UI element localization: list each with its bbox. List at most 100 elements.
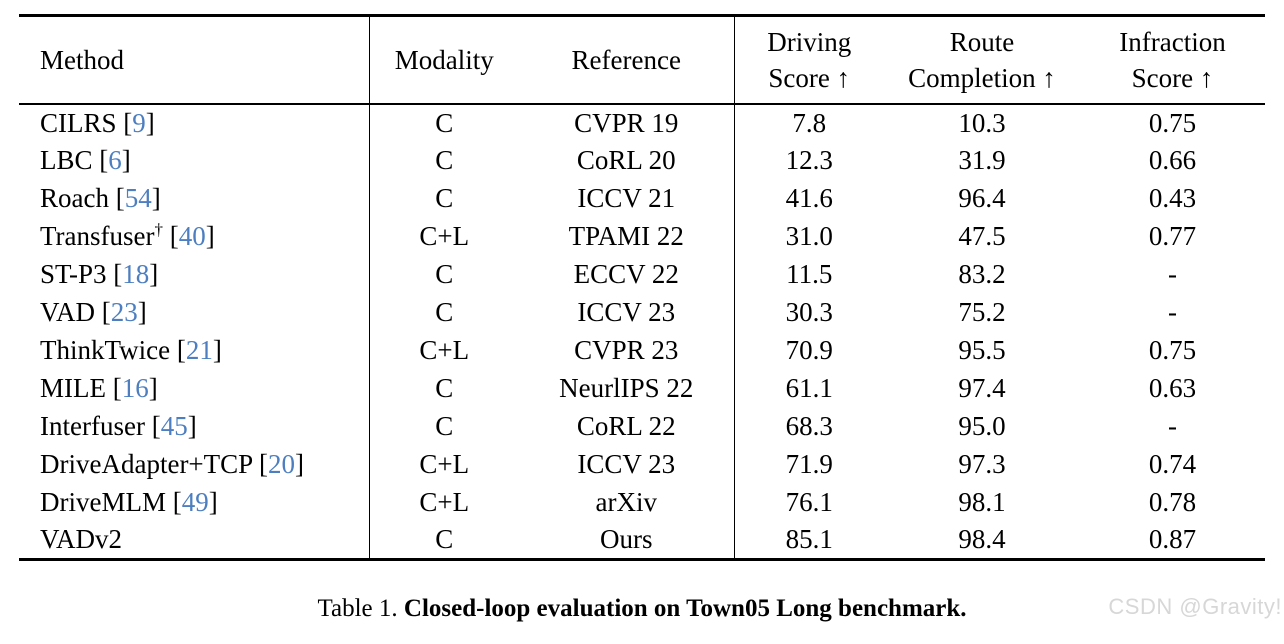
- col-header-reference: Reference: [519, 15, 734, 105]
- table-row: Roach [54] C ICCV 21 41.6 96.4 0.43: [19, 179, 1265, 218]
- citation-bracket-open: [: [170, 335, 186, 365]
- method-cell: DriveAdapter+TCP [20]: [19, 446, 369, 484]
- method-cell: ST-P3 [18]: [19, 256, 369, 294]
- method-name: Interfuser: [40, 411, 145, 441]
- route-completion-cell: 97.3: [958, 449, 1006, 479]
- citation-link[interactable]: 16: [121, 373, 149, 403]
- table-row: ST-P3 [18] C ECCV 22 11.5 83.2-: [19, 255, 1265, 294]
- route-completion-cell: 96.4: [958, 183, 1006, 213]
- driving-score-line1: Driving: [767, 26, 852, 57]
- citation-bracket-close: ]: [212, 335, 222, 365]
- reference-cell: CoRL 22: [576, 411, 676, 441]
- table-row: Transfuser† [40] C+L TPAMI 22 31.0 47.5 0.77: [19, 217, 1265, 256]
- route-completion-cell: 95.0: [958, 411, 1006, 441]
- driving-score-cell: 71.9: [733, 445, 884, 484]
- modality-cell: C: [368, 141, 519, 180]
- table-caption: Table 1. Closed-loop evaluation on Town0…: [0, 595, 1284, 623]
- infraction-score-cell: 0.66: [1148, 145, 1197, 175]
- citation-link[interactable]: 9: [132, 107, 146, 138]
- reference-cell: NeurlIPS 22: [559, 373, 694, 403]
- table-row: DriveMLM [49] C+L arXiv 76.1 98.1 0.78: [19, 483, 1265, 522]
- driving-score-cell: 85.1: [733, 521, 884, 560]
- table-row: ThinkTwice [21] C+L CVPR 23 70.9 95.5 0.75: [19, 331, 1265, 370]
- driving-score-cell: 11.5: [733, 255, 884, 294]
- method-name: VADv2: [40, 524, 123, 555]
- caption-title: Closed-loop evaluation on Town05 Long be…: [403, 595, 967, 622]
- results-table: Method Modality Reference Driving Score …: [19, 14, 1265, 561]
- citation-bracket-open: [: [144, 411, 161, 441]
- table-body: CILRS [9] C CVPR 19 7.8 10.3 0.75 LBC [6] C CoRL…: [19, 103, 1265, 560]
- citation-link[interactable]: 40: [178, 221, 206, 251]
- infraction-score-cell: -: [1168, 297, 1177, 327]
- citation-bracket-open: [: [163, 221, 179, 251]
- dagger-mark: †: [154, 220, 164, 239]
- infraction-score-cell: 0.74: [1148, 449, 1197, 479]
- table-row: VAD [23] C ICCV 23 30.3 75.2-: [19, 293, 1265, 332]
- infraction-score-cell: 0.75: [1148, 335, 1197, 365]
- route-completion-cell: 95.5: [958, 335, 1006, 365]
- driving-score-cell: 30.3: [733, 293, 884, 332]
- route-completion-line1: Route: [949, 26, 1015, 57]
- watermark: CSDN @Gravity!: [1108, 594, 1282, 619]
- citation-link[interactable]: 23: [110, 297, 138, 327]
- route-completion-cell: 98.1: [958, 487, 1006, 517]
- driving-score-cell: 76.1: [733, 483, 884, 522]
- table-row: LBC [6] C CoRL 20 12.3 31.9 0.66: [19, 141, 1265, 180]
- modality-cell: C: [368, 179, 519, 218]
- route-completion-cell: 83.2: [958, 259, 1006, 289]
- citation-link[interactable]: 18: [122, 259, 150, 289]
- route-completion-cell: 31.9: [958, 145, 1006, 175]
- table-row: VADv2 C Ours 85.1 98.4 0.87: [19, 521, 1265, 560]
- col-header-route-completion: Route Completion ↑: [884, 15, 1080, 105]
- infraction-score-cell: -: [1168, 411, 1177, 441]
- method-cell: VADv2: [19, 522, 369, 560]
- method-name: MILE: [40, 373, 106, 403]
- infraction-score-cell: 0.78: [1148, 487, 1197, 517]
- reference-cell: CVPR 23: [574, 335, 679, 365]
- citation-bracket-open: [: [252, 449, 268, 479]
- modality-cell: C: [368, 369, 519, 408]
- table-row: MILE [16] C NeurlIPS 22 61.1 97.4 0.63: [19, 369, 1265, 408]
- citation-link[interactable]: 6: [108, 145, 122, 175]
- method-cell: Interfuser [45]: [19, 408, 369, 446]
- route-completion-cell: 98.4: [958, 524, 1006, 555]
- citation-link[interactable]: 21: [185, 335, 213, 365]
- reference-cell: ECCV 22: [573, 259, 679, 289]
- reference-cell: CoRL 20: [576, 145, 676, 175]
- route-completion-line2: Completion ↑: [908, 62, 1056, 93]
- table-header: Method Modality Reference Driving Score …: [19, 15, 1265, 105]
- citation-bracket-close: ]: [205, 221, 215, 251]
- route-completion-cell: 75.2: [958, 297, 1006, 327]
- route-completion-cell: 47.5: [958, 221, 1006, 251]
- table-row: DriveAdapter+TCP [20] C+L ICCV 23 71.9 97.3 0…: [19, 445, 1265, 484]
- infraction-score-cell: -: [1168, 259, 1177, 289]
- col-header-infraction-score: Infraction Score ↑: [1080, 15, 1265, 105]
- citation-bracket-close: ]: [148, 373, 158, 403]
- method-name: ThinkTwice: [40, 335, 171, 365]
- method-name: CILRS: [40, 107, 117, 138]
- infraction-score-cell: 0.87: [1148, 524, 1197, 555]
- header-row: Method Modality Reference Driving Score …: [19, 15, 1265, 105]
- modality-cell: C+L: [368, 217, 519, 256]
- citation-bracket-open: [: [108, 183, 125, 213]
- method-name: ST-P3: [40, 259, 107, 289]
- citation-bracket-open: [: [92, 145, 109, 175]
- citation-link[interactable]: 20: [267, 449, 295, 479]
- driving-score-cell: 68.3: [733, 407, 884, 446]
- citation-link[interactable]: 45: [160, 411, 188, 441]
- method-name: DriveMLM: [40, 487, 166, 517]
- col-header-driving-score: Driving Score ↑: [733, 15, 884, 105]
- infraction-score-cell: 0.43: [1148, 183, 1197, 213]
- infraction-score-cell: 0.77: [1148, 221, 1197, 251]
- modality-cell: C: [368, 103, 519, 142]
- citation-link[interactable]: 49: [181, 487, 209, 517]
- method-name: VAD: [40, 297, 96, 327]
- citation-link[interactable]: 54: [124, 183, 152, 213]
- reference-cell: arXiv: [595, 487, 657, 517]
- col-header-modality: Modality: [368, 15, 519, 105]
- citation-bracket-close: ]: [208, 487, 218, 517]
- driving-score-cell: 31.0: [733, 217, 884, 256]
- modality-cell: C+L: [368, 445, 519, 484]
- modality-cell: C: [368, 521, 519, 560]
